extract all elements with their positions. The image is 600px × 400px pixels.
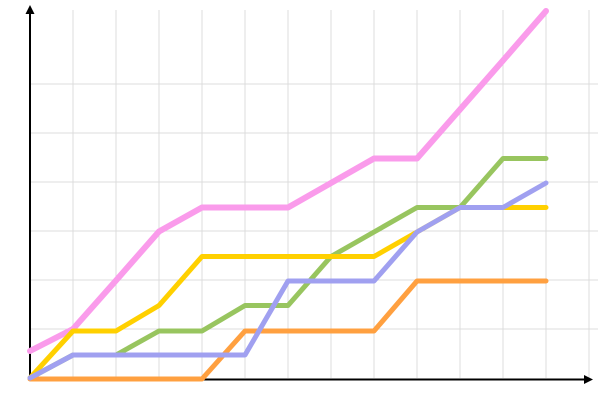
series-purple-line: [27, 180, 549, 381]
x-axis-arrowhead: [584, 375, 593, 384]
y-axis-arrowhead: [25, 5, 35, 14]
chart-series: [27, 8, 549, 382]
series-orange-line: [27, 278, 549, 382]
series-pink-line: [27, 8, 549, 354]
